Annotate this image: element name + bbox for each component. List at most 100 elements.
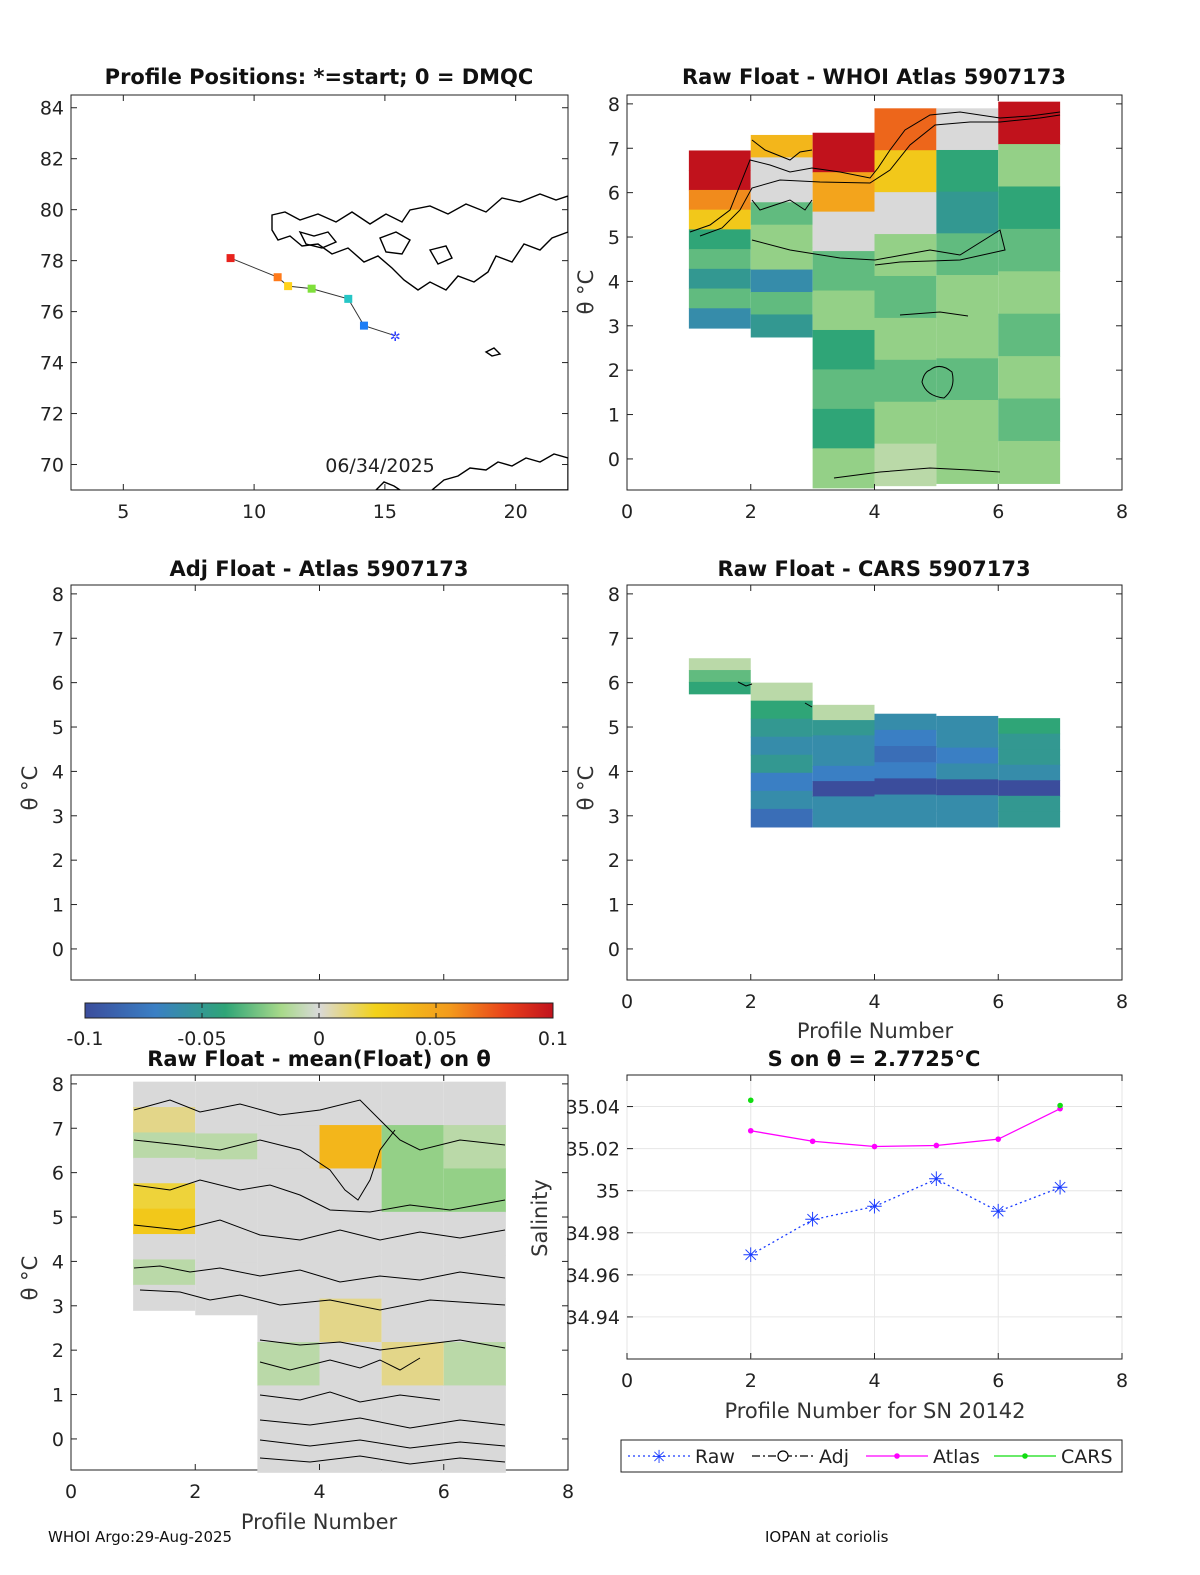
series-point-atlas — [747, 1127, 754, 1134]
heatmap-cell — [381, 1385, 444, 1430]
map-frame — [70, 94, 569, 491]
x-tick-label: 8 — [1116, 501, 1128, 523]
heatmap-cell — [381, 1342, 444, 1387]
y-tick-label: 0 — [608, 449, 620, 471]
heatmap-cell — [874, 746, 937, 763]
contour-line — [751, 139, 813, 161]
series-point-atlas — [809, 1138, 816, 1145]
heatmap-cell — [133, 1157, 196, 1184]
series-point-atlas — [933, 1142, 940, 1149]
heatmap-cell — [874, 729, 937, 747]
y-tick-label: 70 — [40, 455, 64, 477]
y-tick-label: 7 — [608, 628, 620, 650]
series-point-raw: ✳ — [928, 1167, 945, 1191]
x-tick-label: 10 — [242, 501, 266, 523]
coastline-island-c — [428, 245, 453, 265]
footer-left: WHOI Argo:29-Aug-2025 — [48, 1528, 233, 1546]
float-position — [344, 294, 353, 303]
raw-mean-ticks: 0 1 2 3 4 5 6 7 8 0 2 4 6 8 — [52, 1074, 574, 1503]
heatmap-cell — [443, 1125, 506, 1170]
heatmap-cell — [195, 1185, 258, 1212]
heatmap-cell — [133, 1259, 196, 1286]
panel-positions-title: Profile Positions: *=start; 0 = DMQC — [105, 65, 534, 89]
heatmap-cell — [812, 796, 875, 813]
heatmap-cell — [195, 1133, 258, 1160]
y-tick-label: 3 — [608, 806, 620, 828]
salinity-ticks: 34.94 34.96 34.98 35 35.02 35.04 0 2 4 6 8 — [566, 1075, 1128, 1392]
heatmap-cell — [750, 247, 813, 271]
heatmap-cell — [750, 772, 813, 792]
x-tick-label: 4 — [313, 1481, 325, 1503]
y-tick-label: 1 — [52, 1385, 64, 1407]
y-tick-label: 8 — [608, 584, 620, 606]
float-position — [284, 282, 293, 291]
heatmap-cell — [874, 150, 937, 193]
heatmap-cell — [750, 718, 813, 738]
heatmap-cell — [812, 781, 875, 797]
y-tick-label: 0 — [52, 939, 64, 961]
coastline-bear-island — [484, 347, 502, 357]
legend-label-atlas: Atlas — [933, 1446, 980, 1468]
x-tick-label: 0 — [621, 501, 633, 523]
map-date-label: 06/34/2025 — [325, 455, 435, 477]
heatmap-cell — [936, 441, 999, 484]
x-tick-label: 8 — [562, 1481, 574, 1503]
coastline-island-a — [298, 230, 338, 249]
heatmap-cell — [443, 1211, 506, 1256]
y-tick-label: 7 — [52, 1118, 64, 1140]
heatmap-cell — [936, 149, 999, 193]
y-tick-label: 82 — [40, 149, 64, 171]
heatmap-cell — [133, 1081, 196, 1108]
raw-whoi-ticks: 0 1 2 3 4 5 6 7 8 0 2 4 6 8 — [608, 94, 1128, 523]
y-tick-label: 6 — [52, 673, 64, 695]
colorbar-tick-label: -0.1 — [66, 1028, 103, 1050]
heatmap-cell — [812, 448, 875, 489]
y-tick-label: 78 — [40, 251, 64, 273]
contour-line — [133, 1129, 396, 1201]
x-tick-label: 6 — [992, 991, 1004, 1013]
series-point-raw: ✳ — [804, 1208, 821, 1232]
y-tick-label: 4 — [52, 1251, 64, 1273]
legend: ✳ Raw Adj Atlas CARS — [620, 1439, 1123, 1473]
heatmap-cell — [688, 189, 751, 211]
legend-marker-atlas — [894, 1453, 900, 1459]
panel-raw-mean-title: Raw Float - mean(Float) on θ — [147, 1047, 491, 1071]
heatmap-cell — [998, 733, 1061, 750]
contour-line — [133, 1219, 506, 1241]
heatmap-cell — [443, 1385, 506, 1430]
heatmap-cell — [195, 1211, 258, 1238]
heatmap-cell — [998, 780, 1061, 797]
float-position — [273, 273, 282, 282]
heatmap-cell — [812, 211, 875, 252]
y-tick-label: 5 — [52, 717, 64, 739]
x-tick-label: 6 — [992, 1370, 1004, 1392]
contour-line — [804, 702, 813, 708]
legend-label-adj: Adj — [819, 1446, 849, 1468]
panel-raw-mean: Raw Float - mean(Float) on θ 0 1 2 3 4 5 6 7 8 0 2… — [18, 1047, 574, 1534]
heatmap-cell — [195, 1262, 258, 1290]
y-tick-label: 0 — [52, 1429, 64, 1451]
heatmap-cell — [936, 731, 999, 749]
heatmap-cell — [195, 1159, 258, 1186]
heatmap-cell — [133, 1234, 196, 1261]
heatmap-cell — [750, 179, 813, 203]
contour-line — [133, 1265, 506, 1283]
y-tick-label: 0 — [608, 939, 620, 961]
y-tick-label: 1 — [608, 895, 620, 917]
legend-label-cars: CARS — [1061, 1446, 1113, 1468]
contour-line — [689, 111, 1061, 233]
heatmap-cell — [319, 1298, 382, 1343]
heatmap-cell — [750, 736, 813, 756]
y-tick-label: 1 — [608, 405, 620, 427]
y-tick-label: 35.04 — [566, 1097, 620, 1119]
heatmap-cell — [874, 443, 937, 487]
raw-cars-xlabel: Profile Number — [797, 1019, 954, 1043]
colorbar-tick-label: 0 — [313, 1028, 325, 1050]
heatmap-cell — [381, 1125, 444, 1170]
heatmap-cell — [688, 209, 751, 230]
float-position — [359, 321, 368, 330]
y-tick-label: 8 — [608, 94, 620, 116]
raw-cars-contours — [737, 681, 813, 708]
heatmap-cell — [998, 144, 1061, 188]
